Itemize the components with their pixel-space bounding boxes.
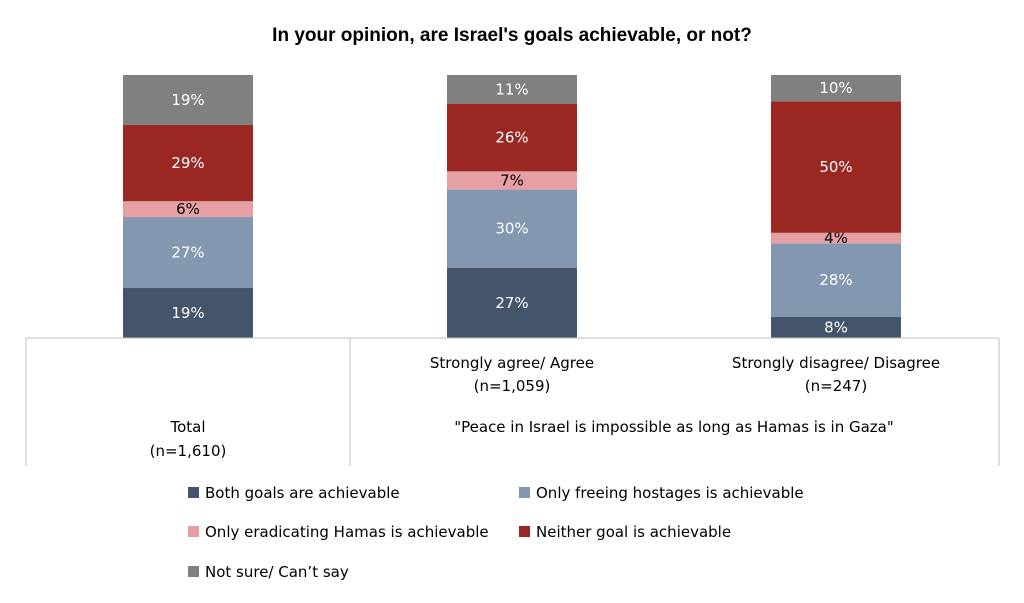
category-n-agree: (n=1,059) xyxy=(474,377,551,395)
data-label-agree-s2: 7% xyxy=(500,171,524,189)
bar-segment-agree-s0 xyxy=(447,267,577,338)
data-label-disagree-s2: 4% xyxy=(824,229,848,247)
bar-segment-agree-s1 xyxy=(447,189,577,268)
legend: Both goals are achievable Only freeing ho… xyxy=(188,484,804,581)
legend-swatch-s0 xyxy=(188,487,199,498)
bar-segment-agree-s3 xyxy=(447,103,577,172)
data-label-total-s0: 19% xyxy=(171,304,204,322)
bar-segment-disagree-s2 xyxy=(771,232,901,244)
category-n-disagree: (n=247) xyxy=(805,377,867,395)
data-label-disagree-s1: 28% xyxy=(819,271,852,289)
data-label-disagree-s3: 50% xyxy=(819,158,852,176)
legend-label-s2: Only eradicating Hamas is achievable xyxy=(205,523,489,541)
legend-swatch-s2 xyxy=(188,526,199,537)
bar-segment-agree-s4 xyxy=(447,75,577,104)
data-label-total-s4: 19% xyxy=(171,91,204,109)
data-label-agree-s0: 27% xyxy=(495,294,528,312)
bars-group: 19% 27% 6% 29% 19% 27% 30% 7% 26% 11% 8% 28% 4% 50% 10… xyxy=(123,75,901,338)
legend-label-s3: Neither goal is achievable xyxy=(536,523,731,541)
bar-segment-agree-s2 xyxy=(447,171,577,190)
category-label-disagree: Strongly disagree/ Disagree xyxy=(732,354,940,372)
category-n-total: (n=1,610) xyxy=(150,442,227,460)
bar-segment-disagree-s0 xyxy=(771,316,901,338)
bar-segment-disagree-s4 xyxy=(771,75,901,102)
data-label-agree-s3: 26% xyxy=(495,128,528,146)
chart-title: In your opinion, are Israel's goals achi… xyxy=(272,25,752,46)
legend-label-s0: Both goals are achievable xyxy=(205,484,400,502)
bar-segment-total-s0 xyxy=(123,288,253,338)
data-label-total-s1: 27% xyxy=(171,244,204,262)
category-label-agree: Strongly agree/ Agree xyxy=(430,354,594,372)
data-label-agree-s4: 11% xyxy=(495,80,528,98)
bar-segment-disagree-s3 xyxy=(771,101,901,233)
bar-segment-total-s4 xyxy=(123,75,253,125)
category-axis: Total (n=1,610) Strongly agree/ Agree (n… xyxy=(25,337,1000,466)
data-label-agree-s1: 30% xyxy=(495,220,528,238)
category-label-total: Total xyxy=(169,418,205,436)
group-label: "Peace in Israel is impossible as long a… xyxy=(454,418,894,436)
legend-label-s1: Only freeing hostages is achievable xyxy=(536,484,804,502)
legend-label-s4: Not sure/ Can’t say xyxy=(205,563,349,581)
bar-segment-total-s2 xyxy=(123,201,253,218)
data-label-total-s3: 29% xyxy=(171,154,204,172)
legend-swatch-s3 xyxy=(519,526,530,537)
data-label-total-s2: 6% xyxy=(176,200,200,218)
data-label-disagree-s0: 8% xyxy=(824,318,848,336)
legend-swatch-s1 xyxy=(519,487,530,498)
bar-segment-total-s1 xyxy=(123,217,253,289)
bar-segment-disagree-s1 xyxy=(771,243,901,317)
data-label-disagree-s4: 10% xyxy=(819,79,852,97)
bar-segment-total-s3 xyxy=(123,124,253,202)
legend-swatch-s4 xyxy=(188,566,199,577)
